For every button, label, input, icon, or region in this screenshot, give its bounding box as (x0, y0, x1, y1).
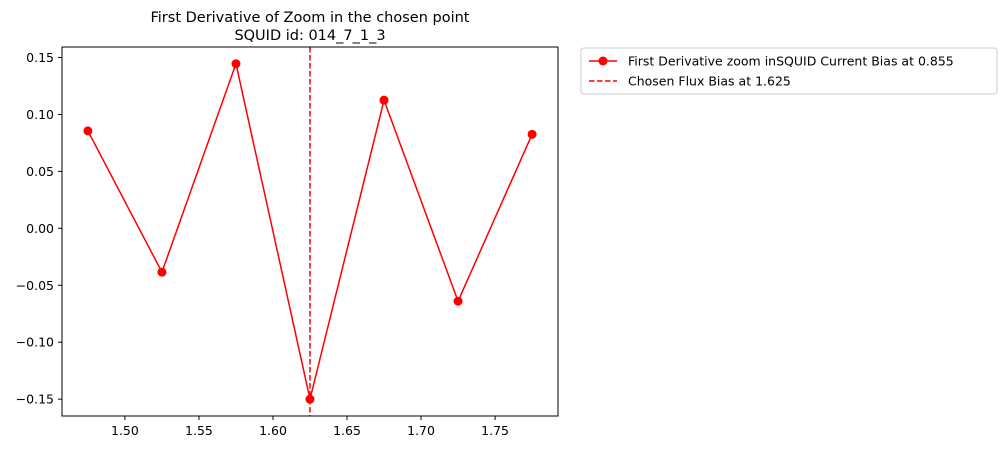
x-tick-label: 1.60 (259, 423, 287, 438)
data-point (527, 129, 537, 139)
data-point (157, 267, 167, 277)
x-tick-label: 1.75 (481, 423, 509, 438)
plot-frame (61, 46, 559, 417)
x-tick-label: 1.65 (333, 423, 361, 438)
x-tick-label: 1.50 (111, 423, 139, 438)
x-tick-label: 1.70 (407, 423, 435, 438)
legend: First Derivative zoom inSQUID Current Bi… (580, 47, 998, 95)
y-tick-label: −0.05 (16, 278, 54, 293)
y-tick-label: 0.00 (26, 221, 54, 236)
data-point (379, 95, 389, 105)
legend-series-marker-icon (598, 56, 608, 66)
y-tick-label: 0.05 (26, 164, 54, 179)
data-point (453, 296, 463, 306)
chart-subtitle: SQUID id: 014_7_1_3 (234, 28, 385, 44)
y-tick-label: −0.15 (16, 392, 54, 407)
data-point (305, 394, 315, 404)
legend-vline-label: Chosen Flux Bias at 1.625 (628, 74, 791, 89)
series-layer (83, 59, 537, 404)
x-axis: 1.50 1.55 1.60 1.65 1.70 1.75 (111, 416, 509, 438)
legend-series-label: First Derivative zoom inSQUID Current Bi… (628, 54, 954, 69)
data-point (83, 126, 93, 136)
y-tick-label: 0.15 (26, 50, 54, 65)
y-tick-label: −0.10 (16, 335, 54, 350)
chart-title: First Derivative of Zoom in the chosen p… (150, 10, 469, 26)
x-tick-label: 1.55 (185, 423, 213, 438)
legend-box (580, 47, 998, 95)
y-tick-label: 0.10 (26, 107, 54, 122)
data-point (231, 59, 241, 69)
y-axis: −0.15 −0.10 −0.05 0.00 0.05 0.10 0.15 (16, 50, 62, 407)
